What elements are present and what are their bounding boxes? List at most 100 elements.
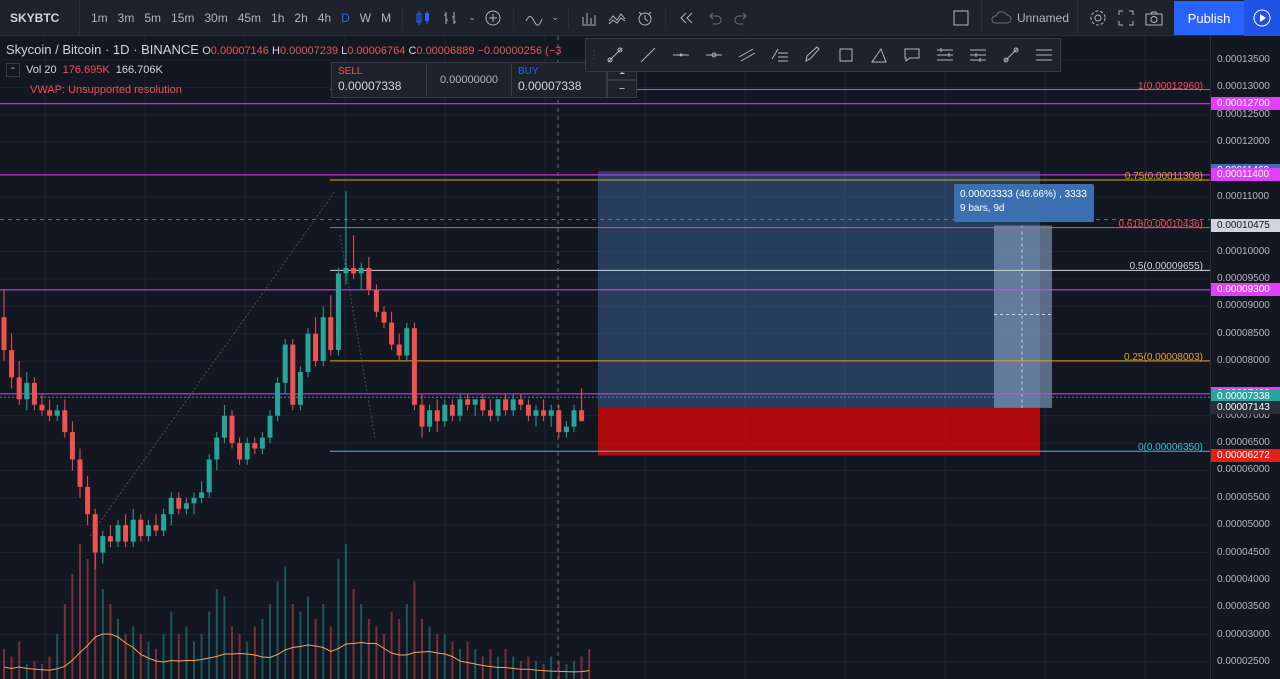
price-chart[interactable] [0, 36, 1210, 679]
volume-bar [405, 604, 408, 679]
alert-icon[interactable] [631, 4, 659, 32]
volume-bar [588, 649, 591, 679]
chevron-down-icon[interactable]: ⌄ [468, 12, 476, 22]
volume-bar [451, 641, 454, 679]
timeframe-5m[interactable]: 5m [144, 10, 162, 25]
play-icon[interactable] [1244, 0, 1280, 36]
volume-bar [512, 656, 515, 679]
fib-level-label: 0.75(0.00011308) [1124, 170, 1203, 182]
financials-icon[interactable] [575, 4, 603, 32]
more-menu-icon[interactable] [1027, 40, 1060, 70]
settings-gear-icon[interactable] [1084, 4, 1112, 32]
trend-line-selected-icon[interactable] [598, 40, 631, 70]
volume-bar [41, 664, 43, 679]
measure-change: 0.00003333 (46.66%) , 3333 [960, 189, 1087, 200]
symbol-search[interactable]: SKYBTC [0, 0, 80, 36]
axis-tick-label: 0.00004000 [1217, 573, 1270, 585]
short-position-icon[interactable] [961, 40, 994, 70]
publish-button[interactable]: Publish [1174, 1, 1244, 35]
fullscreen-icon[interactable] [1112, 4, 1140, 32]
redo-icon[interactable] [728, 4, 756, 32]
timeframe-2h[interactable]: 2h [294, 10, 308, 25]
indicators-icon[interactable] [520, 4, 548, 32]
candle-style-icon[interactable] [409, 4, 437, 32]
brush-icon[interactable] [796, 40, 829, 70]
candle-body [153, 525, 159, 531]
candle-body [457, 399, 463, 416]
replay-icon[interactable] [672, 4, 700, 32]
quantity-decrease[interactable]: − [607, 80, 637, 98]
layout-name-button[interactable]: Unnamed [980, 0, 1078, 36]
volume-bar [155, 649, 157, 679]
measure-icon[interactable] [994, 40, 1027, 70]
parallel-channel-icon[interactable] [730, 40, 763, 70]
candle-body [107, 536, 113, 542]
volume-bar [71, 574, 74, 679]
timeframe-d[interactable]: D [341, 10, 350, 25]
timeframe-30m[interactable]: 30m [204, 10, 228, 25]
callout-icon[interactable] [895, 40, 928, 70]
add-indicator-icon[interactable] [479, 4, 507, 32]
undo-icon[interactable] [700, 4, 728, 32]
trend-line [89, 191, 336, 537]
candle-body [548, 410, 554, 416]
layout-name: Unnamed [1016, 11, 1069, 25]
candle-body [449, 404, 455, 416]
horizontal-line-icon[interactable] [664, 40, 697, 70]
volume-bar [18, 641, 21, 679]
volume-bar [117, 619, 119, 679]
axis-tick-label: 0.00007000 [1217, 409, 1270, 421]
volume-bar [580, 656, 583, 679]
timeframe-4h[interactable]: 4h [317, 10, 332, 25]
path-icon[interactable] [862, 40, 895, 70]
volume-bar [215, 589, 218, 679]
candle-body [335, 273, 341, 351]
volume-bar [367, 619, 370, 679]
fib-level-label: 0.5(0.00009655) [1129, 261, 1203, 273]
timeframe-m[interactable]: M [381, 10, 392, 25]
volume-bar [109, 604, 112, 679]
trend-line-icon[interactable] [631, 40, 664, 70]
chevron-down-icon[interactable]: ⌄ [551, 12, 559, 22]
timeframe-1h[interactable]: 1h [271, 10, 285, 25]
candle-body [343, 267, 349, 274]
pitchfork-icon[interactable] [763, 40, 796, 70]
long-position-icon[interactable] [928, 40, 961, 70]
axis-tick-label: 0.00011000 [1217, 190, 1270, 202]
price-tag: 0.00006272 [1211, 448, 1280, 462]
timeframe-15m[interactable]: 15m [171, 10, 195, 25]
timeframe-selector: 1m 3m 5m 15m 30m 45m 1h 2h 4h D W M [80, 11, 396, 25]
ohlc-values: O0.00007146 H0.00007239 L0.00006764 C0.0… [202, 45, 562, 57]
rectangle-icon[interactable] [829, 40, 862, 70]
stop-zone [598, 407, 1040, 456]
volume-bar [238, 634, 241, 679]
candle-body [503, 399, 509, 411]
candle-body [579, 410, 585, 422]
snapshot-camera-icon[interactable] [1140, 4, 1168, 32]
candle-body [396, 344, 402, 356]
compare-icon[interactable] [437, 4, 465, 32]
volume-bar [550, 656, 553, 679]
collapse-chevron-icon[interactable]: ⌃ [6, 63, 20, 77]
chart-pane[interactable] [0, 36, 1210, 679]
candle-body [541, 410, 547, 416]
timeframe-1m[interactable]: 1m [91, 10, 108, 25]
price-axis[interactable]: 0.00013500 0.00013000 0.00012500 0.00012000… [1210, 36, 1280, 679]
fib-level-label: 0.618(0.00010436) [1118, 218, 1203, 230]
price-tag: 0.00007338 [1211, 390, 1280, 404]
sell-button[interactable]: SELL 0.00007338 [331, 62, 427, 98]
candle-body [138, 519, 144, 537]
timeframe-3m[interactable]: 3m [117, 10, 135, 25]
drawing-toolbar: ⋮ [585, 38, 1061, 72]
templates-icon[interactable] [603, 4, 631, 32]
timeframe-w[interactable]: W [359, 10, 372, 25]
candle-body [259, 437, 265, 449]
horizontal-ray-icon[interactable] [697, 40, 730, 70]
candle-body [495, 399, 501, 416]
fullscreen-square-icon[interactable] [947, 4, 975, 32]
timeframe-45m[interactable]: 45m [237, 10, 262, 25]
drag-handle-icon[interactable]: ⋮ [589, 49, 599, 61]
axis-tick-label: 0.00003000 [1217, 628, 1270, 640]
volume-bar [139, 634, 142, 679]
